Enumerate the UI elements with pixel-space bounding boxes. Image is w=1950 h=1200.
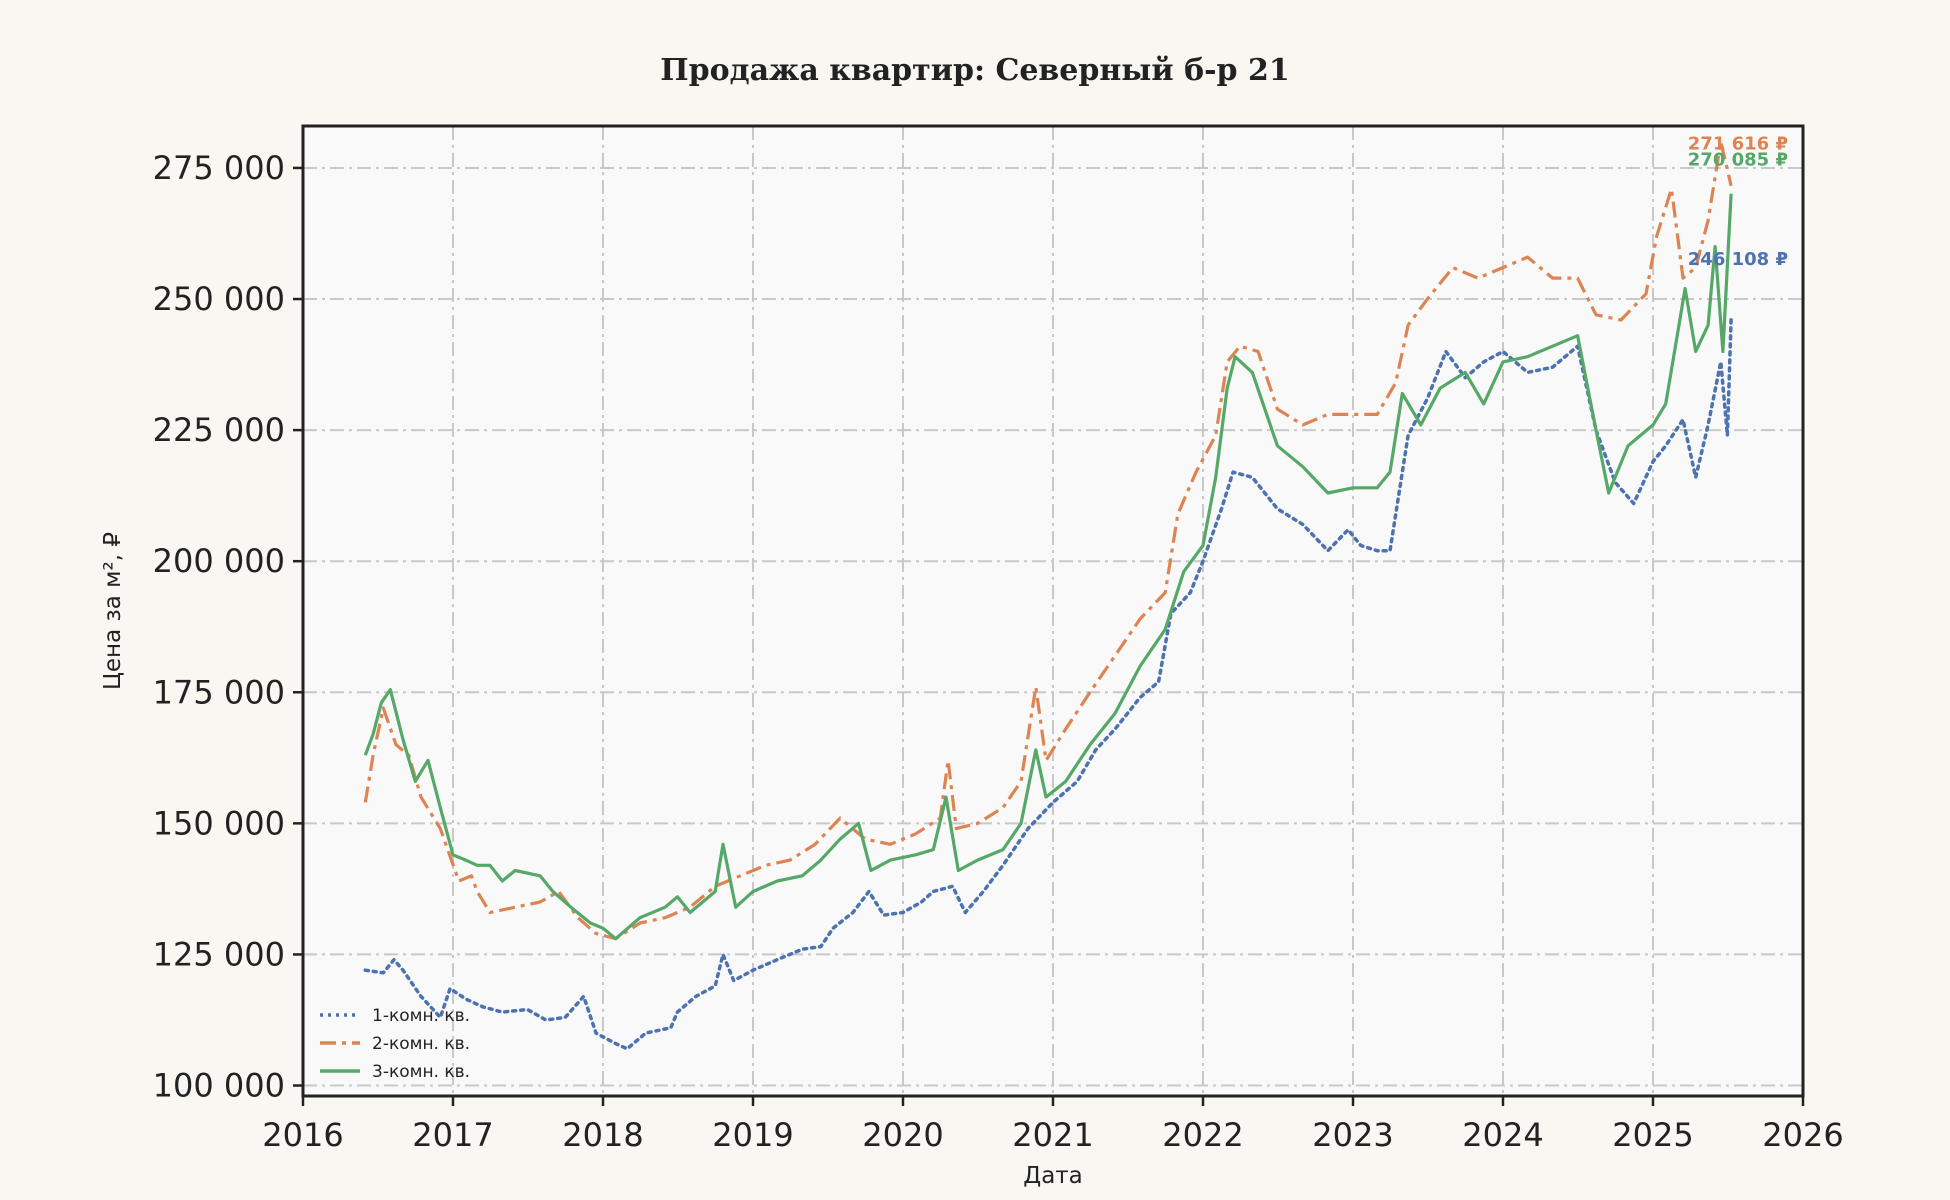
- plot-area: [303, 126, 1803, 1096]
- x-tick-label: 2025: [1612, 1116, 1693, 1154]
- y-tick-label: 125 000: [153, 935, 285, 973]
- y-tick-label: 250 000: [153, 280, 285, 318]
- y-tick-label: 175 000: [153, 673, 285, 711]
- x-axis: 2016 2017 2018 2019 2020 2021 2022 2023 2024 2025…: [262, 1096, 1844, 1154]
- legend-item: 1-комн. кв.: [320, 1006, 470, 1026]
- series-3: [363, 193, 1733, 941]
- x-tick-label: 2023: [1312, 1116, 1393, 1154]
- series-2: [363, 140, 1733, 941]
- x-tick-label: 2022: [1162, 1116, 1243, 1154]
- x-tick-label: 2026: [1762, 1116, 1843, 1154]
- end-labels: 246 108 ₽ 271 616 ₽270 085 ₽: [1688, 134, 1788, 270]
- x-tick-label: 2019: [712, 1116, 793, 1154]
- grid: [302, 126, 1804, 1096]
- x-tick-label: 2016: [262, 1116, 343, 1154]
- x-axis-label: Дата: [1023, 1163, 1083, 1189]
- x-tick-label: 2021: [1012, 1116, 1093, 1154]
- legend: 1-комн. кв. 2-комн. кв. 3-комн. кв.: [320, 1006, 470, 1082]
- series-layer: [363, 140, 1733, 1051]
- end-value-label: 246 108 ₽: [1688, 249, 1788, 270]
- legend-item: 2-комн. кв.: [320, 1034, 470, 1054]
- y-tick-label: 100 000: [153, 1067, 285, 1105]
- legend-label: 2-комн. кв.: [372, 1034, 470, 1054]
- x-tick-label: 2020: [862, 1116, 943, 1154]
- series-line: [363, 317, 1733, 1051]
- series-line: [363, 140, 1733, 941]
- chart-title: Продажа квартир: Северный б-р 21: [660, 53, 1289, 88]
- x-tick-label: 2024: [1462, 1116, 1543, 1154]
- series-line: [363, 193, 1733, 941]
- end-value-label: 271 616 ₽: [1688, 134, 1788, 155]
- legend-item: 3-комн. кв.: [320, 1062, 470, 1082]
- end-value-label: 270 085 ₽: [1688, 149, 1788, 170]
- legend-label: 1-комн. кв.: [372, 1006, 470, 1026]
- y-tick-label: 225 000: [153, 411, 285, 449]
- series-1: [363, 317, 1733, 1051]
- y-tick-label: 200 000: [153, 542, 285, 580]
- y-axis: 100 000 125 000 150 000 175 000 200 000 225 0…: [153, 149, 303, 1105]
- y-tick-label: 150 000: [153, 804, 285, 842]
- legend-label: 3-комн. кв.: [372, 1062, 470, 1082]
- x-tick-label: 2018: [562, 1116, 643, 1154]
- x-tick-label: 2017: [412, 1116, 493, 1154]
- y-tick-label: 275 000: [153, 149, 285, 187]
- y-axis-label: Цена за м², ₽: [100, 532, 126, 690]
